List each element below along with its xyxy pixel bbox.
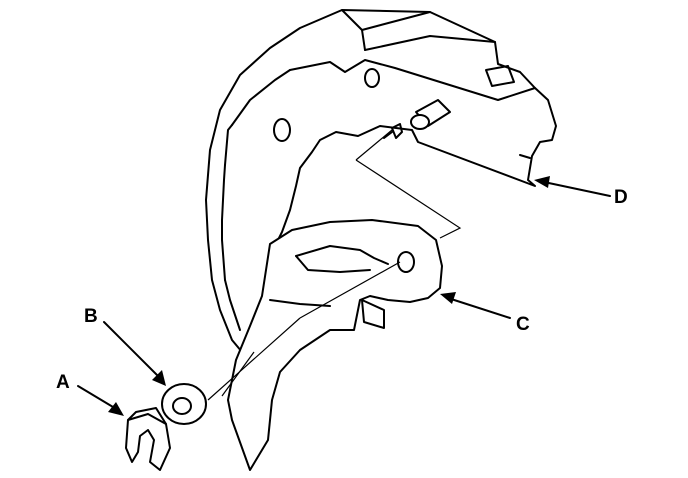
callout-label-a: A (56, 372, 70, 393)
arrowhead-a (108, 402, 124, 416)
arrowhead-c (440, 292, 456, 304)
parking-brake-lever (227, 219, 443, 471)
callout-label-b: B (84, 306, 98, 327)
arrowhead-d (534, 176, 550, 188)
leader-arrow-b (103, 321, 161, 379)
leader-arrow-a (77, 385, 119, 411)
callout-label-d: D (614, 187, 628, 208)
leader-arrow-c (447, 297, 511, 319)
assembly-guide-lines (207, 129, 462, 401)
brake-shoe (205, 9, 557, 353)
arrowhead-b (152, 370, 166, 386)
washer (161, 383, 207, 425)
leader-arrow-d (543, 181, 611, 197)
callout-label-c: C (516, 314, 530, 335)
callout-arrows (77, 176, 611, 416)
retaining-clip (125, 407, 171, 471)
adjuster-pin (383, 99, 451, 139)
